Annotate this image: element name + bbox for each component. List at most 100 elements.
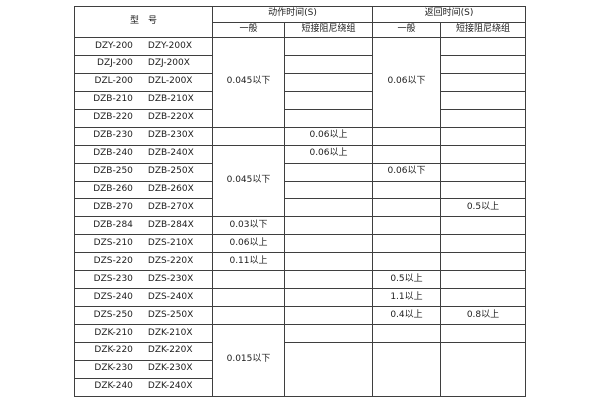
cell-return-damping [440, 72, 526, 92]
cell-action-general [212, 288, 285, 308]
cell-action-damping [284, 180, 373, 200]
model-name-x: DZB-270X [147, 201, 194, 212]
cell-return-general: 1.1以上 [372, 288, 441, 308]
cell-return-general [372, 144, 441, 164]
model-name-x: DZL-200X [147, 76, 193, 87]
model-cell: DZB-260 DZB-260X [74, 180, 213, 200]
model-cell: DZS-240 DZS-240X [74, 288, 213, 308]
cell-action-damping: 0.06以上 [284, 144, 373, 164]
model-cell: DZK-230 DZK-230X [74, 359, 213, 379]
cell-action-damping [284, 341, 373, 397]
table-row: DZB-210 DZB-210X [74, 90, 526, 110]
model-name-x: DZS-250X [147, 309, 194, 320]
model-name: DZB-220 [93, 112, 133, 123]
model-name: DZS-250 [93, 309, 133, 320]
header-action-damping: 短接阻尼绕组 [284, 21, 373, 38]
header-model: 型 号 [74, 6, 213, 38]
table-row: DZB-284 DZB-284X 0.03以下 [74, 216, 526, 236]
table-row: DZB-220 DZB-220X [74, 108, 526, 128]
model-name: DZK-230 [94, 363, 133, 374]
cell-action-damping [284, 72, 373, 92]
cell-return-damping [440, 234, 526, 254]
header-return-time: 返回时间(S) [372, 6, 526, 23]
cell-return-general: 0.5以上 [372, 270, 441, 290]
cell-return-damping [440, 144, 526, 164]
cell-return-general [372, 324, 441, 343]
cell-action-damping [284, 234, 373, 254]
cell-action-general [212, 126, 285, 146]
model-name: DZB-260 [93, 184, 133, 195]
cell-action-damping [284, 216, 373, 236]
model-cell: DZY-200 DZY-200X [74, 37, 213, 56]
cell-return-damping [440, 90, 526, 110]
model-name-x: DZS-240X [147, 291, 194, 302]
table-row: DZS-250 DZS-250X 0.4以上 0.8以上 [74, 306, 526, 325]
model-cell: DZB-240 DZB-240X [74, 144, 213, 164]
cell-action-damping [284, 288, 373, 308]
cell-action-damping [284, 270, 373, 290]
spec-table: 型 号 动作时间(S) 返回时间(S) 一般 短接阻尼绕组 一般 短接阻尼绕组 … [74, 6, 526, 397]
model-cell: DZB-284 DZB-284X [74, 216, 213, 236]
cell-return-damping [440, 54, 526, 74]
cell-action-damping [284, 198, 373, 218]
model-cell: DZB-250 DZB-250X [74, 162, 213, 182]
cell-return-general [372, 341, 441, 397]
model-name: DZL-200 [94, 76, 133, 87]
cell-action-damping [284, 108, 373, 128]
model-cell: DZS-250 DZS-250X [74, 306, 213, 325]
cell-return-damping [440, 252, 526, 272]
cell-return-general [372, 198, 441, 218]
model-name: DZB-270 [93, 201, 133, 212]
cell-action-damping [284, 162, 373, 182]
cell-action-damping: 0.06以上 [284, 126, 373, 146]
model-name: DZB-210 [93, 94, 133, 105]
header-action-general: 一般 [212, 21, 285, 38]
cell-return-damping: 0.8以上 [440, 306, 526, 325]
table-row: DZS-230 DZS-230X 0.5以上 [74, 270, 526, 290]
model-name: DZJ-200 [97, 58, 133, 69]
table-row: DZB-230 DZB-230X 0.06以上 [74, 126, 526, 146]
cell-return-damping [440, 324, 526, 343]
model-name: DZS-240 [93, 291, 133, 302]
table-row: DZK-210 DZK-210X 0.015以下 [74, 324, 526, 397]
cell-return-general: 0.4以上 [372, 306, 441, 325]
model-cell: DZB-230 DZB-230X [74, 126, 213, 146]
cell-action-general: 0.045以下 [212, 37, 285, 128]
model-name-x: DZK-210X [147, 327, 193, 338]
table-row: DZB-260 DZB-260X [74, 180, 526, 200]
model-name: DZS-230 [93, 273, 133, 284]
cell-return-general: 0.06以下 [372, 37, 441, 128]
model-name-x: DZK-230X [147, 363, 193, 374]
cell-action-general [212, 306, 285, 325]
cell-action-general: 0.015以下 [212, 324, 285, 397]
cell-action-general: 0.03以下 [212, 216, 285, 236]
cell-action-general: 0.06以上 [212, 234, 285, 254]
table-row: DZJ-200 DZJ-200X [74, 54, 526, 74]
cell-action-damping [284, 90, 373, 110]
model-name-x: DZB-284X [147, 219, 194, 230]
model-name-x: DZK-240X [147, 381, 193, 392]
cell-return-damping [440, 162, 526, 182]
cell-action-general: 0.11以上 [212, 252, 285, 272]
cell-return-damping [440, 126, 526, 146]
model-name-x: DZS-230X [147, 273, 194, 284]
model-name-x: DZB-260X [147, 184, 194, 195]
model-cell: DZB-270 DZB-270X [74, 198, 213, 218]
model-cell: DZB-220 DZB-220X [74, 108, 213, 128]
cell-action-damping [284, 54, 373, 74]
cell-return-damping [440, 108, 526, 128]
model-name: DZK-210 [94, 327, 133, 338]
model-name-x: DZB-220X [147, 112, 194, 123]
model-name: DZB-284 [93, 219, 133, 230]
table-row: DZY-200 DZY-200X 0.045以下 0.06以下 [74, 37, 526, 128]
model-name: DZS-220 [93, 255, 133, 266]
cell-return-damping: 0.5以上 [440, 198, 526, 218]
model-cell: DZL-200 DZL-200X [74, 72, 213, 92]
cell-action-damping [284, 37, 373, 56]
model-name-x: DZS-210X [147, 237, 194, 248]
table-row: DZK-240 DZK-240X [74, 377, 526, 397]
model-cell: DZK-240 DZK-240X [74, 377, 213, 397]
cell-action-damping [284, 306, 373, 325]
cell-return-general [372, 126, 441, 146]
